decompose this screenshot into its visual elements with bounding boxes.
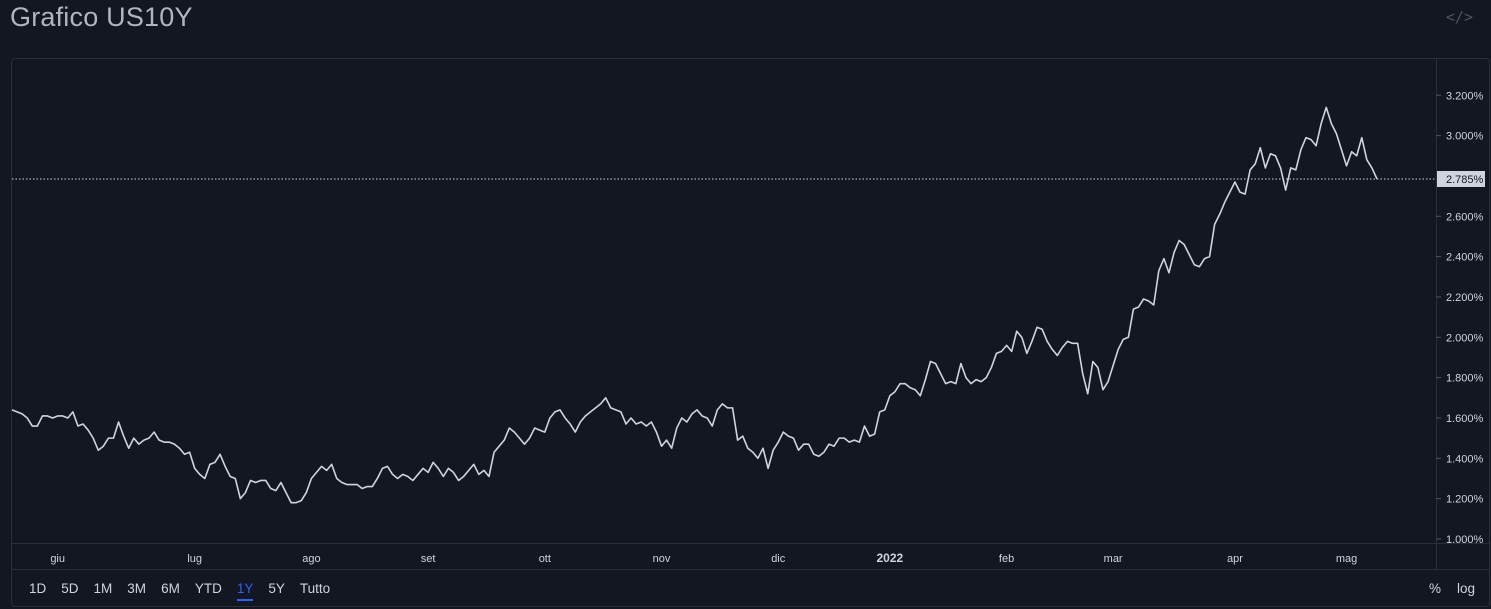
y-tick-label: 3.200% <box>1446 90 1484 102</box>
y-tick-label: 1.800% <box>1446 373 1484 385</box>
range-button-6m[interactable]: 6M <box>161 580 180 596</box>
y-tick-label: 2.200% <box>1446 292 1484 304</box>
line-chart[interactable]: 1.000% 1.200% 1.400% 1.600% 1.800% 2.000% 2.20… <box>12 59 1490 607</box>
log-scale-toggle[interactable]: log <box>1456 580 1475 596</box>
range-button-1m[interactable]: 1M <box>93 580 113 596</box>
code-embed-icon[interactable]: </> <box>1445 8 1473 26</box>
x-tick-label: giu <box>50 553 65 565</box>
y-tick-label: 2.000% <box>1446 332 1484 344</box>
range-button-1d[interactable]: 1D <box>29 580 47 596</box>
y-tick-label: 1.000% <box>1446 534 1484 546</box>
x-tick-label: dic <box>771 553 786 565</box>
range-button-1y[interactable]: 1Y <box>236 580 254 601</box>
range-button-5d[interactable]: 5D <box>61 580 79 596</box>
y-tick-label: 1.400% <box>1446 453 1484 465</box>
range-button-tutto[interactable]: Tutto <box>299 580 331 596</box>
y-tick-label: 1.600% <box>1446 413 1484 425</box>
y-tick-label: 2.600% <box>1446 211 1484 223</box>
x-tick-label: 2022 <box>877 551 904 565</box>
x-tick-label: lug <box>187 553 202 565</box>
last-value-badge <box>1437 170 1485 187</box>
x-tick-label: ott <box>539 553 551 565</box>
range-selector: 1D 5D 1M 3M 6M YTD 1Y 5Y Tutto <box>12 570 1489 606</box>
x-tick-label: feb <box>999 553 1014 565</box>
y-tick-label: 1.200% <box>1446 494 1484 506</box>
chart-title: Grafico US10Y <box>10 2 193 32</box>
range-button-3m[interactable]: 3M <box>127 580 147 596</box>
x-tick-label: mag <box>1336 553 1357 565</box>
x-tick-label: apr <box>1227 553 1243 565</box>
y-tick-label: 2.400% <box>1446 252 1484 264</box>
chart-frame: 1.000% 1.200% 1.400% 1.600% 1.800% 2.000% 2.20… <box>11 58 1490 607</box>
last-value-label: 2.785% <box>1446 174 1484 186</box>
x-tick-label: nov <box>653 553 671 565</box>
range-button-5y[interactable]: 5Y <box>268 580 285 596</box>
range-button-ytd[interactable]: YTD <box>194 580 222 596</box>
y-tick-label: 3.000% <box>1446 131 1484 143</box>
x-tick-label: ago <box>302 553 320 565</box>
percent-scale-toggle[interactable]: % <box>1428 580 1441 596</box>
series-line[interactable] <box>12 106 1378 504</box>
x-tick-label: mar <box>1104 553 1123 565</box>
x-tick-label: set <box>421 553 436 565</box>
scale-toggles: % log <box>1413 570 1475 606</box>
